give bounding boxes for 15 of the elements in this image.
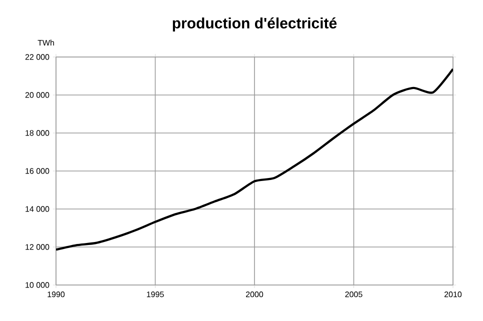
y-tick-label: 16 000 [26,168,50,174]
y-tick-label: 10 000 [26,282,50,288]
y-axis-title: TWh [38,40,54,46]
x-tick-label: 1995 [146,292,164,298]
x-tick-label: 2000 [246,292,264,298]
chart-title: production d'électricité [172,17,337,32]
y-tick-label: 22 000 [25,54,50,60]
line-series [56,68,453,251]
x-tick-label: 2010 [444,292,462,298]
y-tick-label: 12 000 [26,244,50,250]
y-tick-label: 20 000 [25,92,50,98]
x-tick-label: 1990 [48,292,65,298]
y-tick-label: 18 000 [26,130,50,136]
x-tick-label: 2005 [345,292,362,298]
y-tick-label: 14 000 [26,206,50,212]
